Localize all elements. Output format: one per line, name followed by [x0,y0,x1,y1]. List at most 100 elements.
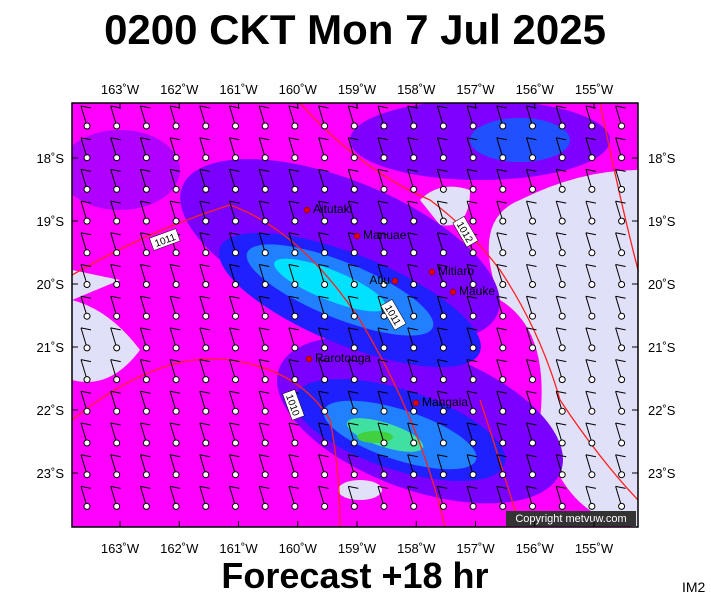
barb-station [410,249,418,257]
barb-flag [496,359,507,363]
barb-flag [377,454,389,458]
barb-flag [318,485,329,489]
barb-station [350,185,358,193]
barb-station [469,281,477,288]
barb-station [172,154,180,162]
barb-station [558,122,566,130]
barb-flag [348,390,359,394]
barb-flag [348,264,359,267]
barb-station [291,376,299,384]
barb-station [83,185,91,193]
barb-flag [348,295,359,299]
barb-flag [348,422,359,426]
barb-flag [259,422,270,426]
barb-station [380,502,388,510]
barb-flag [615,390,626,394]
lat-label: 19˚S [37,214,65,229]
barb-station [410,154,418,162]
barb-station [113,217,121,225]
barb-flag [199,200,210,204]
place-label: Mitiaro [438,264,474,278]
lat-label: 21˚S [648,340,676,355]
wind-barbs [80,105,626,510]
barb-station [529,249,536,257]
barb-station [529,154,536,162]
barb-station [558,154,566,162]
barb-station [261,471,269,479]
barb-station [410,185,418,193]
barb-station [291,217,299,225]
barb-station [172,281,180,288]
barb-station [380,407,388,415]
barb-station [202,281,210,288]
barb-flag [496,485,507,489]
barb-station [83,344,91,352]
barb-station [232,502,239,510]
barb-flag [556,105,567,109]
barb-station [142,249,150,257]
barb-station [350,312,358,320]
barb-station [558,185,566,193]
barb-station [142,344,150,352]
barb-station [350,439,358,447]
barb-station [113,502,121,510]
barb-station [113,122,121,130]
barb-flag [318,454,329,458]
barb-flag [140,295,151,299]
barb-flag [348,454,359,458]
barb-station [261,312,269,320]
barb-station [499,154,507,162]
barb-flag [288,200,299,204]
barb-station [113,471,121,479]
barb-flag [585,264,596,267]
barb-station [202,154,210,162]
barb-flag [318,327,329,331]
barb-station [321,376,329,384]
barb-flag [556,485,567,489]
barb-flag [615,168,626,172]
barb-flag [496,105,507,109]
barb-station [83,281,91,288]
barb-flag [229,485,240,489]
barb-station [558,502,566,510]
barb-station [202,376,210,384]
barb-station [232,185,239,193]
barb-station [83,376,91,384]
barb-station [261,281,269,288]
barb-station [83,407,91,415]
barb-flag [288,422,299,426]
barb-flag [259,137,270,141]
barb-flag [80,168,92,172]
barb-station [499,249,507,257]
barb-flag [199,295,210,299]
lon-label: 158˚W [397,82,436,97]
barb-flag [377,105,389,109]
barb-station [618,502,626,510]
place-label: Atiu [369,273,390,287]
barb-flag [615,359,626,363]
barb-station [439,312,447,320]
barb-flag [259,485,270,489]
copyright-box [506,511,636,526]
barb-station [588,154,596,162]
barb-station [439,154,447,162]
barb-flag [170,454,181,458]
barb-station [529,217,536,225]
barb-flag [110,390,121,394]
barb-station [410,407,418,415]
barb-flag [318,137,329,141]
barb-station [529,439,536,447]
barb-flag [407,137,418,141]
barb-station [469,185,477,193]
barb-station [529,502,536,510]
barb-station [261,407,269,415]
barb-station [469,154,477,162]
barb-flag [318,264,329,267]
barb-station [439,439,447,447]
barb-station [588,344,596,352]
barb-flag [140,137,151,141]
barb-station [83,471,91,479]
barb-station [83,502,91,510]
barb-station [232,439,239,447]
barb-flag [437,232,448,236]
